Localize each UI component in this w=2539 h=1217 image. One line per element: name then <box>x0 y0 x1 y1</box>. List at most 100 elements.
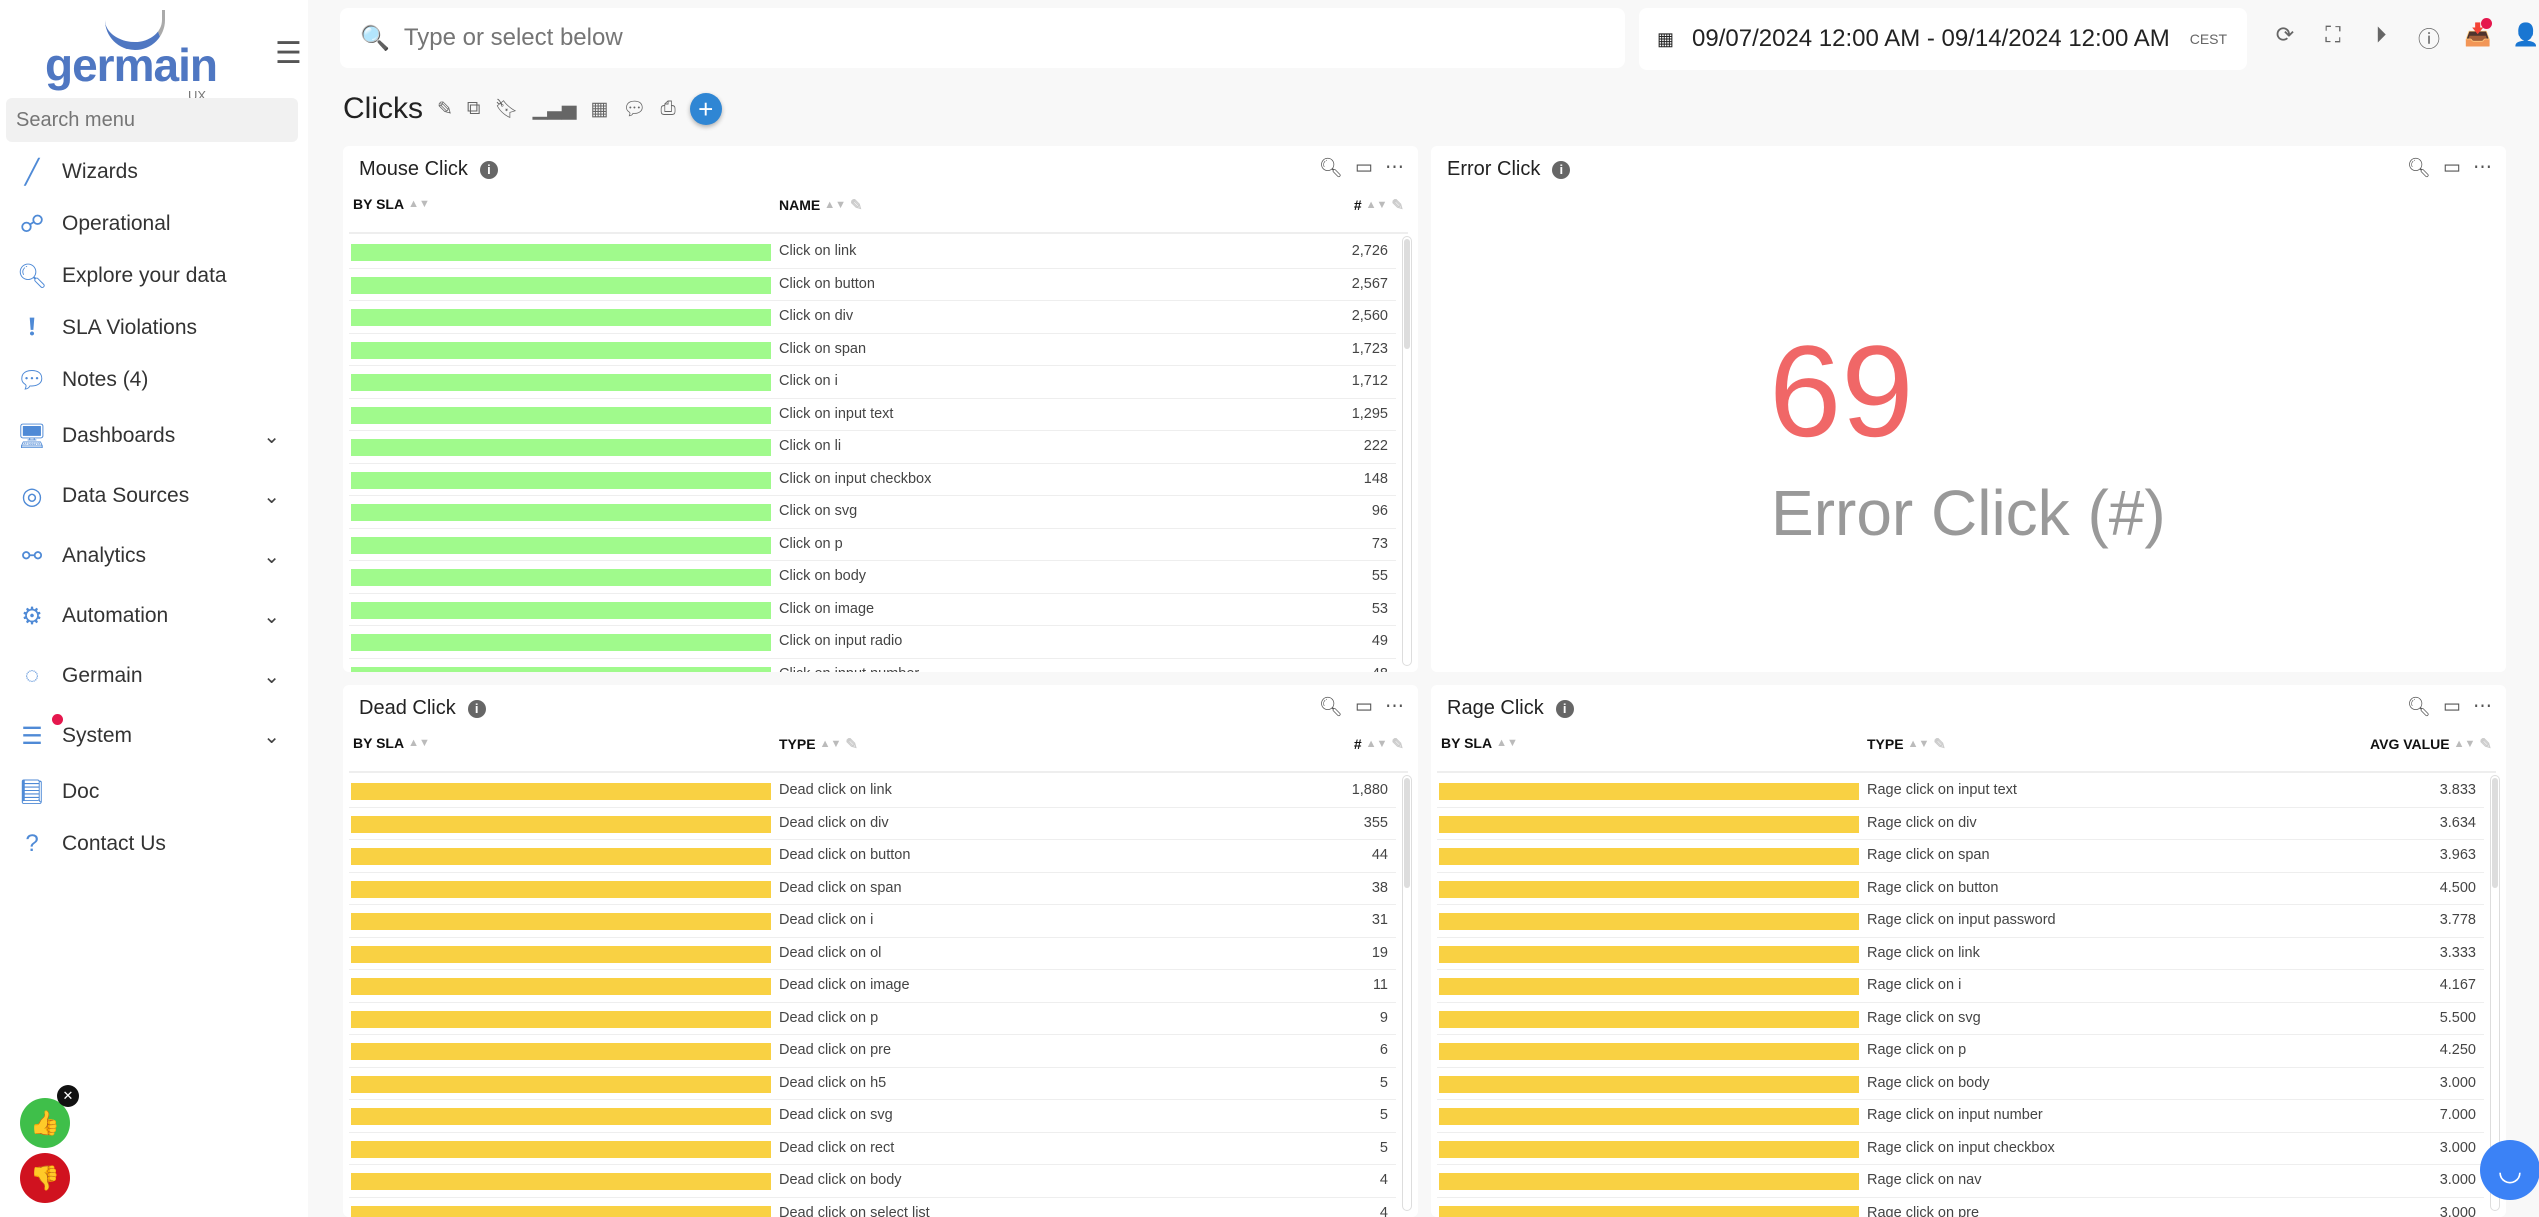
table-row[interactable]: Dead click on svg 5 <box>349 1100 1396 1133</box>
refresh-icon[interactable]: ⟳ <box>2275 22 2295 47</box>
pencil-icon[interactable]: ✎ <box>845 736 858 753</box>
sidebar-item-explore-your-data[interactable]: 🔍︎ Explore your data <box>0 250 308 302</box>
sidebar-item-dashboards[interactable]: 🖥︎ Dashboards ⌄ <box>0 406 308 466</box>
column-header-sla[interactable]: BY SLA ▲▼ <box>353 196 430 212</box>
table-row[interactable]: Click on input checkbox 148 <box>349 464 1396 496</box>
table-row[interactable]: Dead click on image 11 <box>349 970 1396 1003</box>
info-icon[interactable]: ⓘ <box>2417 27 2440 52</box>
table-row[interactable]: Dead click on p 9 <box>349 1003 1396 1035</box>
sort-icon[interactable]: ▲▼ <box>2453 738 2476 750</box>
table-row[interactable]: Rage click on i 4.167 <box>1437 970 2484 1003</box>
chevron-down-icon[interactable]: ⌄ <box>263 665 280 688</box>
table-row[interactable]: Click on i 1,712 <box>349 366 1396 399</box>
table-row[interactable]: Rage click on input number 7.000 <box>1437 1100 2484 1133</box>
comment-icon[interactable]: 💬︎ <box>622 99 647 120</box>
table-row[interactable]: Click on link 2,726 <box>349 236 1396 269</box>
table-row[interactable]: Click on span 1,723 <box>349 334 1396 366</box>
pencil-icon[interactable]: ✎ <box>2479 736 2492 753</box>
sort-icon[interactable]: ▲▼ <box>1496 737 1518 749</box>
more-icon[interactable]: ⋯ <box>1385 157 1404 178</box>
zoom-icon[interactable]: 🔍︎ <box>2406 697 2432 718</box>
table-row[interactable]: Rage click on div 3.634 <box>1437 808 2484 840</box>
edit-icon[interactable]: ✎ <box>437 98 453 120</box>
table-row[interactable]: Rage click on input text 3.833 <box>1437 775 2484 808</box>
table-row[interactable]: Rage click on pre 3.000 <box>1437 1198 2484 1217</box>
column-header-value[interactable]: # ▲▼ ✎ <box>1353 197 1404 214</box>
column-header-sla[interactable]: BY SLA ▲▼ <box>1441 735 1518 751</box>
chevron-down-icon[interactable]: ⌄ <box>263 485 280 508</box>
table-row[interactable]: Click on input text 1,295 <box>349 399 1396 431</box>
table-row[interactable]: Click on div 2,560 <box>349 301 1396 334</box>
sidebar-item-data-sources[interactable]: ◎ Data Sources ⌄ <box>0 466 308 526</box>
column-header-sla[interactable]: BY SLA ▲▼ <box>353 735 430 751</box>
print-icon[interactable]: ⎙ <box>660 98 676 119</box>
sort-icon[interactable]: ▲▼ <box>1365 738 1388 750</box>
sidebar-item-sla-violations[interactable]: ❗︎ SLA Violations <box>0 302 308 354</box>
calendar-icon[interactable]: ▦ <box>590 98 609 120</box>
user-icon[interactable]: 👤 <box>2512 22 2539 47</box>
table-row[interactable]: Dead click on rect 5 <box>349 1133 1396 1165</box>
table-row[interactable]: Click on input radio 49 <box>349 626 1396 659</box>
chevron-down-icon[interactable]: ⌄ <box>263 725 280 748</box>
more-icon[interactable]: ⋯ <box>2473 157 2492 178</box>
table-row[interactable]: Rage click on input checkbox 3.000 <box>1437 1133 2484 1165</box>
sidebar-item-notes[interactable]: 💬︎ Notes (4) <box>0 354 308 406</box>
inbox-icon[interactable]: 📥 <box>2464 18 2492 54</box>
zoom-icon[interactable]: 🔍︎ <box>1318 158 1344 179</box>
play-icon[interactable]: ⏵ <box>2375 22 2387 47</box>
sort-icon[interactable]: ▲▼ <box>824 199 847 211</box>
table-row[interactable]: Dead click on select list 4 <box>349 1198 1396 1217</box>
sidebar-item-analytics[interactable]: ⚯ Analytics ⌄ <box>0 526 308 586</box>
pencil-icon[interactable]: ✎ <box>1933 736 1946 753</box>
column-header-name[interactable]: NAME ▲▼ ✎ <box>779 197 863 214</box>
column-header-value[interactable]: # ▲▼ ✎ <box>1353 736 1404 753</box>
table-row[interactable]: Rage click on body 3.000 <box>1437 1068 2484 1100</box>
thumbs-down-button[interactable]: 👎 <box>20 1153 70 1203</box>
sort-icon[interactable]: ▲▼ <box>819 738 842 750</box>
table-row[interactable]: Dead click on button 44 <box>349 840 1396 873</box>
sort-icon[interactable]: ▲▼ <box>408 737 430 749</box>
zoom-icon[interactable]: 🔍︎ <box>1318 697 1344 718</box>
table-row[interactable]: Click on p 73 <box>349 529 1396 561</box>
global-search[interactable]: 🔍 <box>340 8 1625 68</box>
table-row[interactable]: Dead click on i 31 <box>349 905 1396 938</box>
column-header-name[interactable]: TYPE ▲▼ ✎ <box>779 736 858 753</box>
table-row[interactable]: Dead click on h5 5 <box>349 1068 1396 1100</box>
table-row[interactable]: Dead click on div 355 <box>349 808 1396 840</box>
pencil-icon[interactable]: ✎ <box>1391 736 1404 753</box>
window-icon[interactable]: ▭ <box>2443 157 2461 178</box>
sort-icon[interactable]: ▲▼ <box>408 198 430 210</box>
column-header-value[interactable]: AVG VALUE ▲▼ ✎ <box>2370 736 2492 753</box>
zoom-icon[interactable]: 🔍︎ <box>2406 158 2432 179</box>
table-row[interactable]: Click on li 222 <box>349 431 1396 464</box>
table-row[interactable]: Click on svg 96 <box>349 496 1396 529</box>
sort-icon[interactable]: ▲▼ <box>1365 199 1388 211</box>
info-icon[interactable]: i <box>1552 160 1571 179</box>
table-row[interactable]: Rage click on svg 5.500 <box>1437 1003 2484 1035</box>
table-row[interactable]: Dead click on span 38 <box>349 873 1396 905</box>
table-row[interactable]: Rage click on nav 3.000 <box>1437 1165 2484 1198</box>
sort-icon[interactable]: ▲▼ <box>1907 738 1930 750</box>
column-header-name[interactable]: TYPE ▲▼ ✎ <box>1867 736 1946 753</box>
table-row[interactable]: Rage click on span 3.963 <box>1437 840 2484 873</box>
table-row[interactable]: Dead click on body 4 <box>349 1165 1396 1198</box>
table-row[interactable]: Dead click on pre 6 <box>349 1035 1396 1068</box>
hamburger-menu-icon[interactable]: ☰ <box>275 37 302 70</box>
pencil-icon[interactable]: ✎ <box>1391 197 1404 214</box>
window-icon[interactable]: ▭ <box>1355 696 1373 717</box>
table-row[interactable]: Click on body 55 <box>349 561 1396 594</box>
table-row[interactable]: Rage click on p 4.250 <box>1437 1035 2484 1068</box>
thumbs-up-button[interactable]: 👍 <box>20 1098 70 1148</box>
sidebar-item-operational[interactable]: ☍ Operational <box>0 198 308 250</box>
sidebar-item-doc[interactable]: 📘︎ Doc <box>0 766 308 818</box>
scrollbar[interactable] <box>2490 775 2500 1211</box>
chevron-down-icon[interactable]: ⌄ <box>263 425 280 448</box>
table-row[interactable]: Rage click on input password 3.778 <box>1437 905 2484 938</box>
chevron-down-icon[interactable]: ⌄ <box>263 605 280 628</box>
table-row[interactable]: Dead click on link 1,880 <box>349 775 1396 808</box>
germain-logo[interactable]: germain UX <box>45 8 225 103</box>
sidebar-item-automation[interactable]: ⚙ Automation ⌄ <box>0 586 308 646</box>
info-icon[interactable]: i <box>1555 699 1574 718</box>
sidebar-item-wizards[interactable]: ╱ Wizards <box>0 146 308 198</box>
copy-icon[interactable]: ⧉ <box>466 98 481 119</box>
